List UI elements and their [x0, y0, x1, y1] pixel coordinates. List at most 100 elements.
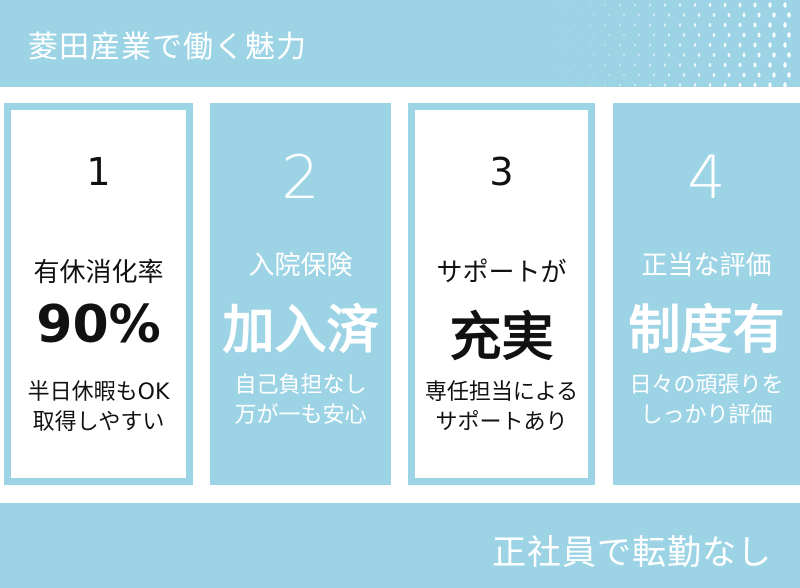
decorative-dot [727, 12, 731, 18]
card-description: 日々の頑張りを しっかり評価 [613, 371, 800, 431]
decorative-dot [742, 32, 746, 38]
decorative-dot [693, 23, 697, 27]
decorative-dot [563, 14, 565, 16]
decorative-dot [753, 2, 757, 8]
decorative-dot [783, 42, 787, 48]
decorative-dot [772, 32, 776, 38]
decorative-dot [619, 43, 621, 47]
card-description: 半日休暇もOK 取得しやすい [11, 378, 186, 438]
decorative-dot [772, 72, 776, 78]
decorative-dot [649, 43, 651, 47]
decorative-dot [578, 54, 580, 56]
decorative-dot [712, 73, 716, 77]
decorative-dot [712, 53, 716, 57]
decorative-dot [559, 44, 561, 46]
decorative-dot [742, 72, 746, 78]
decorative-dot [682, 73, 686, 77]
card-description: 専任担当による サポートあり [415, 378, 588, 438]
decorative-dot [682, 53, 686, 57]
card-number: 2 [281, 143, 320, 213]
decorative-dot [634, 83, 636, 87]
card-highlight: 制度有 [628, 301, 785, 361]
decorative-dot [738, 42, 742, 48]
decorative-dot [589, 24, 591, 26]
decorative-dot [768, 82, 772, 87]
decorative-dot [753, 42, 757, 48]
decorative-dot [619, 83, 621, 87]
decorative-dot [668, 53, 670, 57]
decorative-dot [619, 63, 621, 67]
desc-line: 専任担当による [424, 380, 579, 405]
decorative-dot [678, 23, 682, 27]
page-title: 菱田産業で働く魅力 [28, 30, 307, 65]
decorative-dot [772, 12, 776, 18]
decorative-dot [623, 53, 625, 57]
decorative-dot [634, 3, 636, 7]
decorative-dot [604, 84, 606, 86]
decorative-dot [593, 74, 595, 76]
card-heading: 有休消化率 [33, 258, 164, 288]
decorative-dot [678, 3, 682, 7]
decorative-dot [697, 33, 701, 37]
decorative-dot [634, 63, 636, 67]
decorative-dot [608, 54, 610, 56]
card-1: 1 有休消化率 90% 半日休暇もOK 取得しやすい [4, 103, 193, 485]
decorative-dot [608, 74, 610, 76]
card-heading: サポートが [436, 258, 567, 288]
card-highlight: 充実 [449, 308, 554, 368]
decorative-dot [768, 62, 772, 68]
decorative-dot [578, 14, 580, 16]
decorative-dot [604, 44, 606, 46]
decorative-dot [664, 3, 666, 7]
decorative-dot [757, 32, 761, 38]
decorative-dot [723, 22, 727, 28]
decorative-dot [753, 82, 757, 87]
desc-line: しっかり評価 [640, 403, 773, 428]
decorative-dot [593, 34, 595, 36]
decorative-dot [783, 22, 787, 28]
decorative-dot [697, 53, 701, 57]
card-4: 4 正当な評価 制度有 日々の頑張りを しっかり評価 [613, 103, 800, 485]
decorative-dot [787, 12, 791, 18]
decorative-dot [738, 62, 742, 68]
decorative-dot [589, 84, 591, 86]
decorative-dot [708, 83, 712, 87]
decorative-dot [608, 34, 610, 36]
decorative-dot [638, 13, 640, 17]
decorative-dot [578, 74, 580, 76]
decorative-dot [678, 63, 682, 67]
decorative-dot [619, 23, 621, 27]
decorative-dot [693, 83, 697, 87]
decorative-dot [723, 82, 727, 87]
decorative-dot [578, 34, 580, 36]
decorative-dot [653, 53, 655, 57]
card-heading: 正当な評価 [641, 251, 772, 281]
desc-line: 取得しやすい [32, 410, 165, 435]
footer-banner: 正社員で転勤なし [0, 503, 800, 588]
decorative-dot [589, 44, 591, 46]
card-highlight: 加入済 [222, 301, 379, 361]
decorative-dot [783, 82, 787, 87]
decorative-dot [757, 12, 761, 18]
decorative-dot [574, 4, 576, 6]
decorative-dot [712, 33, 716, 37]
decorative-dot [697, 73, 701, 77]
card-number: 3 [489, 150, 514, 194]
footer-text: 正社員で転勤なし [492, 533, 772, 573]
decorative-dot [664, 43, 666, 47]
decorative-dot [668, 33, 670, 37]
decorative-dot [787, 32, 791, 38]
desc-line: 万が一も安心 [234, 403, 367, 428]
decorative-dot [787, 72, 791, 78]
decorative-dot [604, 24, 606, 26]
decorative-dot [727, 72, 731, 78]
decorative-dot [653, 33, 655, 37]
decorative-dot [574, 44, 576, 46]
decorative-dot [604, 64, 606, 66]
card-heading: 入院保険 [248, 251, 353, 281]
decorative-dot [738, 2, 742, 8]
decorative-dot [742, 52, 746, 58]
decorative-dot [664, 83, 666, 87]
decorative-dot [697, 13, 701, 17]
decorative-dot [757, 52, 761, 58]
